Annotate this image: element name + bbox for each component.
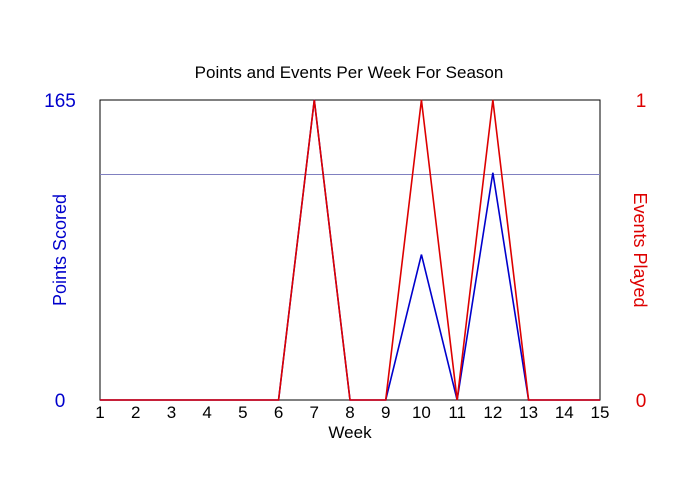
x-axis-ticks: 1 2 3 4 5 6 7 8 9 10 11 12 13 14 15: [95, 403, 609, 422]
y-tick-label-right: 1: [636, 91, 647, 112]
chart-title: Points and Events Per Week For Season: [195, 63, 504, 82]
y-axis-label-left: Points Scored: [50, 194, 70, 306]
y-tick-label-left: 0: [55, 391, 66, 412]
y-tick-label-left: 165: [44, 91, 76, 112]
x-tick-label: 8: [345, 403, 354, 422]
x-tick-label: 6: [274, 403, 283, 422]
x-tick-label: 5: [238, 403, 247, 422]
x-tick-label: 3: [167, 403, 176, 422]
y-axis-label-right: Events Played: [630, 192, 650, 307]
x-tick-label: 4: [202, 403, 211, 422]
x-tick-label: 13: [519, 403, 538, 422]
x-tick-label: 14: [555, 403, 574, 422]
x-tick-label: 15: [591, 403, 610, 422]
x-axis-label: Week: [328, 423, 372, 442]
series-layer: [100, 99, 600, 401]
x-tick-label: 1: [95, 403, 104, 422]
x-tick-label: 9: [381, 403, 390, 422]
x-tick-label: 2: [131, 403, 140, 422]
x-tick-label: 11: [448, 403, 466, 422]
series-line-events: [100, 99, 600, 401]
y-tick-label-right: 0: [636, 391, 647, 412]
x-tick-label: 10: [412, 403, 431, 422]
y-axis-ticks: 0 165 0 1: [44, 91, 646, 412]
x-tick-label: 12: [483, 403, 502, 422]
x-tick-label: 7: [310, 403, 319, 422]
